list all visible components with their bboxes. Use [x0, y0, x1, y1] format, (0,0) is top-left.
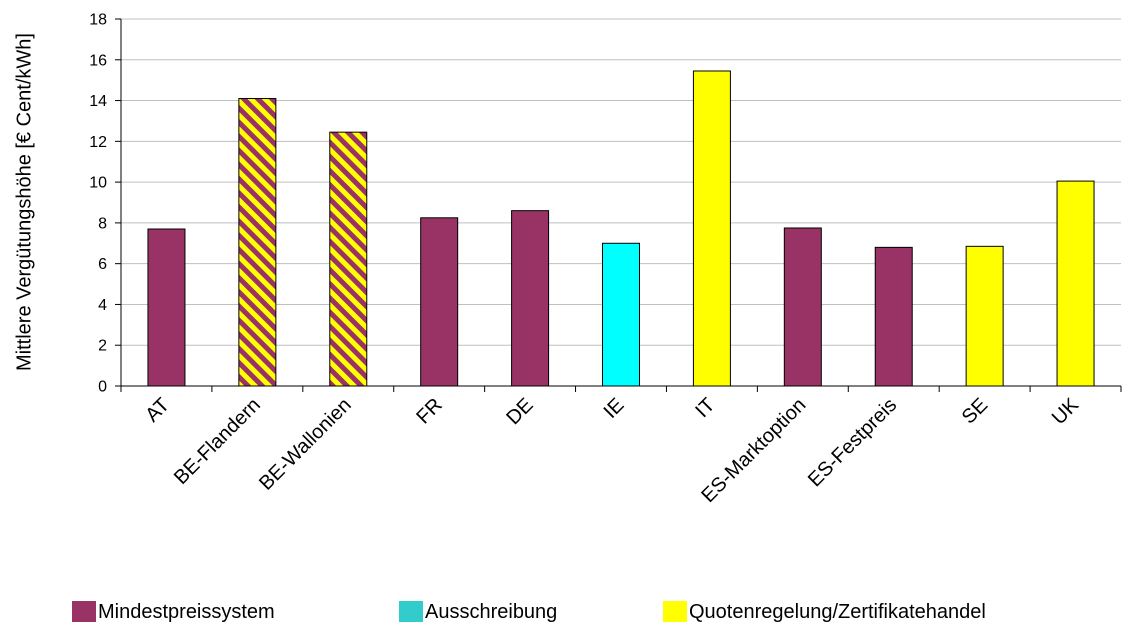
bar-se [965, 245, 1004, 387]
x-tick-label: BE-Wallonien [255, 394, 356, 495]
bar-it [692, 70, 731, 387]
bar-be-flandern [238, 98, 277, 387]
x-tick-label: SE [958, 394, 992, 428]
x-tick-label: BE-Flandern [170, 394, 265, 489]
legend-swatch-ausschreibung [399, 601, 423, 622]
x-tick-label: ES-Festpreis [804, 394, 901, 491]
x-tick-label: AT [141, 394, 174, 427]
y-tick-label: 0 [98, 379, 107, 396]
bar-es-festpreis [874, 246, 913, 387]
bar-es-marktoption [783, 227, 822, 387]
bar-fr [420, 217, 459, 387]
y-tick-label: 18 [89, 12, 107, 29]
bar-de [511, 210, 550, 387]
y-tick-label: 8 [98, 215, 107, 232]
legend-label-quote: Quotenregelung/Zertifikatehandel [689, 601, 986, 623]
y-tick-label: 6 [98, 256, 107, 273]
y-tick-label: 14 [89, 93, 107, 110]
legend: Mindestpreissystem Ausschreibung Quotenreg… [72, 601, 986, 623]
x-tick-label: UK [1048, 394, 1084, 430]
bar-be-wallonien [329, 131, 368, 387]
y-tick-label: 10 [89, 175, 107, 192]
x-tick-label: IT [691, 394, 719, 422]
legend-label-mindest: Mindestpreissystem [98, 601, 275, 623]
y-tick-label: 2 [98, 338, 107, 355]
y-tick-label: 16 [89, 52, 107, 69]
bar-ie [602, 242, 640, 387]
legend-swatch-quote [663, 601, 687, 622]
y-tick-label: 4 [98, 297, 107, 314]
legend-swatch-mindest [72, 601, 96, 622]
gridlines [121, 18, 1121, 346]
bar-at [147, 228, 186, 387]
bar-uk [1056, 180, 1095, 387]
x-tick-label: IE [600, 394, 629, 423]
y-tick-label: 12 [89, 134, 107, 151]
x-tick-label: DE [502, 394, 537, 429]
y-tick-labels: 0 2 4 6 8 10 12 14 16 18 [89, 12, 107, 396]
y-axis-title: Mittlere Vergütungshöhe [€ Cent/kWh] [13, 33, 35, 371]
x-tick-label: FR [412, 394, 446, 428]
bars [147, 70, 1095, 387]
legend-label-ausschreibung: Ausschreibung [425, 601, 557, 623]
